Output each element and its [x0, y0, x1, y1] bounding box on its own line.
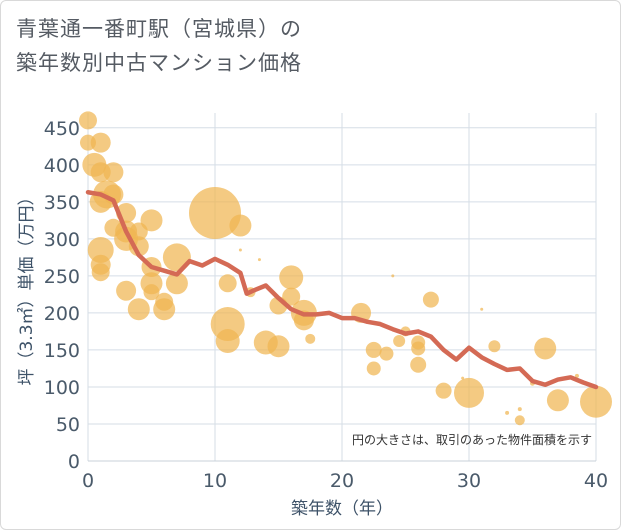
data-bubble: [454, 377, 484, 408]
x-axis-label: 築年数（年）: [291, 499, 393, 519]
data-bubble: [87, 236, 114, 263]
chart-title-line-2: 築年数別中古マンション価格: [16, 51, 302, 75]
y-tick-label: 200: [44, 303, 80, 325]
y-tick-label: 250: [44, 266, 80, 288]
data-bubble: [189, 186, 241, 239]
y-tick-label: 400: [44, 155, 80, 177]
data-bubble: [282, 287, 301, 306]
data-bubble: [279, 265, 304, 290]
data-bubble: [218, 274, 237, 293]
data-bubble: [305, 333, 316, 344]
data-bubble: [165, 272, 188, 295]
x-tick-label: 30: [457, 470, 481, 492]
x-tick-label: 0: [82, 470, 94, 492]
y-tick-label: 0: [68, 451, 80, 473]
y-tick-label: 450: [44, 118, 80, 140]
chart-title-line-1: 青葉通一番町駅（宮城県）の: [16, 17, 302, 41]
y-tick-label: 300: [44, 229, 80, 251]
y-tick-label: 350: [44, 192, 80, 214]
y-axis-label: 坪（3.3㎡）単価（万円）: [17, 188, 37, 385]
data-bubble: [393, 335, 406, 348]
data-bubble: [514, 415, 525, 426]
x-tick-label: 10: [203, 470, 227, 492]
data-bubble: [574, 373, 579, 378]
data-bubble: [517, 407, 522, 412]
y-tick-label: 150: [44, 340, 80, 362]
data-bubble: [215, 329, 240, 354]
x-tick-label: 40: [584, 470, 608, 492]
data-bubble: [91, 263, 110, 282]
data-bubble: [461, 376, 465, 380]
data-bubble: [103, 162, 124, 183]
chart-title: 青葉通一番町駅（宮城県）の 築年数別中古マンション価格: [16, 12, 436, 80]
data-bubble: [79, 111, 97, 130]
x-tick-label: 20: [330, 470, 354, 492]
trend-line: [85, 189, 599, 390]
data-bubble: [505, 410, 510, 415]
data-bubble: [488, 340, 501, 353]
data-bubble: [379, 346, 394, 361]
data-bubble: [267, 335, 290, 358]
data-bubble: [422, 291, 439, 308]
data-bubble: [153, 298, 176, 321]
data-bubble: [480, 307, 484, 311]
y-tick-label: 50: [56, 414, 80, 436]
data-bubble: [534, 337, 557, 360]
data-bubble: [580, 385, 612, 418]
data-bubble: [366, 361, 381, 376]
data-bubble: [90, 132, 111, 153]
data-bubble: [391, 274, 395, 278]
size-annotation: 円の大きさは、取引のあった物件面積を示す: [352, 432, 592, 447]
data-bubble: [140, 209, 163, 232]
data-bubble: [411, 341, 426, 356]
data-bubble: [435, 382, 452, 399]
data-bubble: [257, 258, 261, 262]
data-bubble: [143, 284, 160, 301]
data-bubble: [365, 341, 382, 358]
data-bubble: [210, 307, 245, 342]
y-tick-label: 100: [44, 377, 80, 399]
data-bubble: [238, 248, 242, 252]
data-bubble: [229, 214, 252, 237]
data-bubble: [546, 389, 569, 412]
data-bubble: [127, 298, 150, 321]
data-bubble: [116, 280, 137, 301]
data-bubble: [410, 356, 427, 373]
